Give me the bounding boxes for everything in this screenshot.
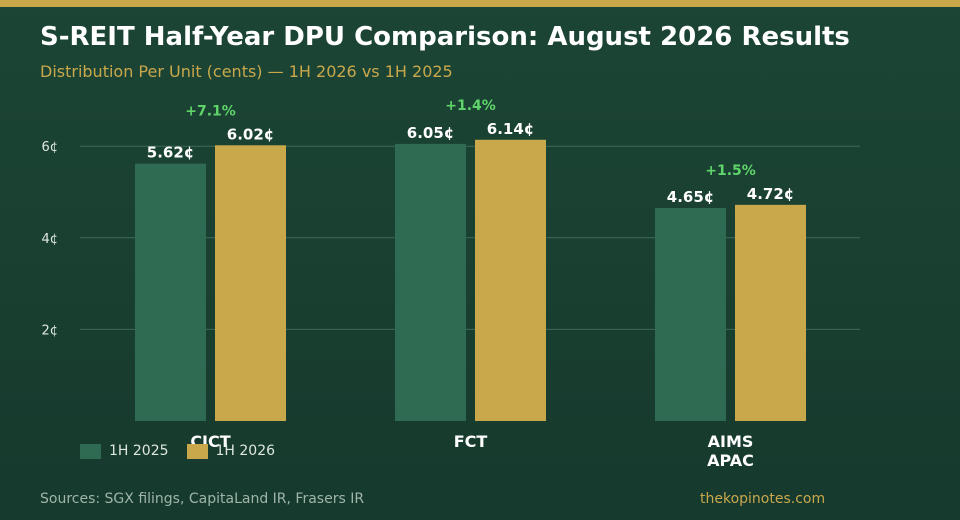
chart-title: S-REIT Half-Year DPU Comparison: August … (40, 22, 850, 52)
bar-value-label: 6.05¢ (407, 124, 454, 142)
legend-label-1h-2026: 1H 2026 (215, 443, 276, 459)
y-tick-label: 2¢ (41, 323, 58, 338)
legend-label-1h-2025: 1H 2025 (109, 443, 169, 459)
chart-subtitle: Distribution Per Unit (cents) — 1H 2026 … (40, 62, 453, 81)
change-label: +1.4% (445, 98, 496, 114)
legend-item-1h-2026: 1H 2026 (186, 443, 276, 459)
bar-value-label: 5.62¢ (147, 144, 194, 162)
category-label: APAC (707, 451, 754, 470)
bar-1h-2025-2 (655, 208, 726, 421)
bar-1h-2025-0 (135, 163, 206, 421)
bar-1h-2026-1 (475, 139, 546, 421)
y-tick-label: 4¢ (41, 232, 58, 247)
y-tick-label: 6¢ (41, 140, 58, 155)
category-label: AIMS (708, 432, 754, 451)
bar-1h-2025-1 (395, 143, 466, 421)
legend-swatch-1h-2026 (186, 443, 208, 459)
legend-swatch-1h-2025 (80, 443, 101, 459)
bar-value-label: 6.14¢ (487, 120, 534, 138)
site-credit: thekopinotes.com (700, 491, 826, 507)
legend-item-1h-2025: 1H 2025 (80, 443, 169, 459)
change-label: +7.1% (185, 103, 236, 119)
bar-value-label: 6.02¢ (227, 125, 274, 143)
legend: 1H 2025 1H 2026 (80, 443, 285, 459)
top-accent-bar (0, 0, 960, 7)
change-label: +1.5% (705, 163, 756, 179)
category-label: FCT (454, 432, 488, 451)
bar-1h-2026-2 (735, 204, 806, 421)
bar-value-label: 4.72¢ (747, 185, 794, 203)
sources-note: Sources: SGX filings, CapitaLand IR, Fra… (40, 491, 365, 507)
bar-1h-2026-0 (215, 145, 286, 421)
bar-value-label: 4.65¢ (667, 188, 714, 206)
